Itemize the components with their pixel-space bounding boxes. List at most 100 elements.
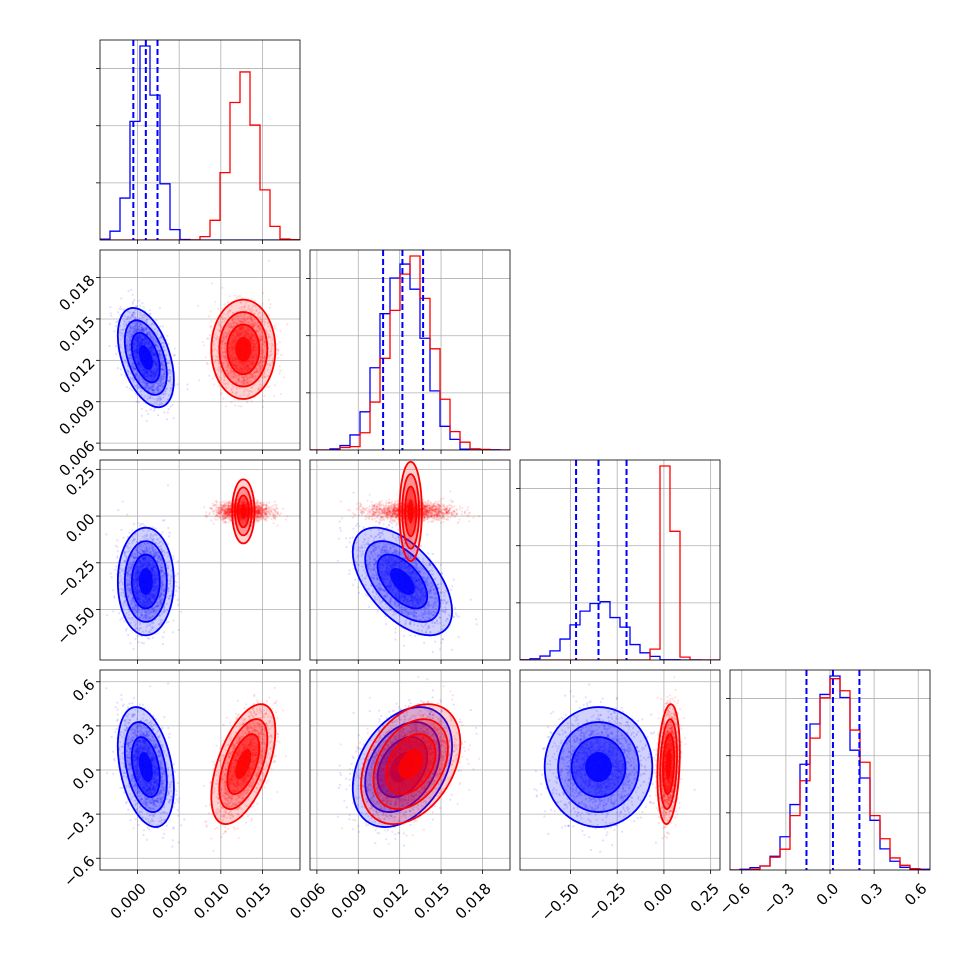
scatter-point: [240, 405, 243, 408]
scatter-point: [225, 332, 228, 335]
scatter-point: [258, 323, 261, 326]
scatter-point: [127, 369, 130, 373]
scatter-point: [165, 338, 168, 341]
scatter-point: [137, 378, 141, 381]
scatter-point: [148, 550, 152, 553]
scatter-point: [136, 551, 139, 555]
scatter-point: [158, 354, 161, 357]
scatter-point: [157, 382, 160, 385]
scatter-point: [155, 551, 158, 554]
scatter-point: [233, 324, 236, 327]
scatter-point: [138, 324, 141, 327]
scatter-point: [120, 528, 123, 532]
scatter-point: [126, 513, 129, 516]
scatter-point: [131, 376, 134, 379]
scatter-point: [239, 301, 242, 304]
scatter-point: [236, 295, 240, 298]
scatter-point: [140, 543, 143, 547]
scatter-point: [217, 366, 221, 369]
scatter-point: [142, 306, 145, 309]
scatter-point: [243, 312, 246, 316]
scatter-point: [231, 375, 234, 378]
scatter-point: [252, 323, 255, 326]
scatter-point: [129, 621, 132, 625]
scatter-point: [130, 542, 133, 545]
scatter-point: [127, 584, 130, 587]
scatter-point: [119, 567, 122, 570]
scatter-point: [216, 358, 219, 361]
scatter-point: [144, 385, 147, 388]
scatter-point: [230, 387, 233, 390]
scatter-point: [146, 384, 149, 387]
scatter-point: [237, 404, 240, 408]
scatter-point: [213, 336, 216, 339]
scatter-point: [126, 338, 129, 342]
scatter-point: [139, 304, 142, 307]
scatter-point: [113, 330, 116, 333]
scatter-point: [220, 346, 223, 349]
scatter-point: [163, 553, 166, 557]
scatter-point: [227, 322, 230, 325]
scatter-point: [228, 295, 231, 298]
scatter-point: [134, 324, 137, 327]
scatter-point: [135, 610, 138, 613]
scatter-point: [166, 411, 169, 414]
scatter-point: [247, 320, 250, 323]
scatter-point: [168, 535, 171, 538]
scatter-point: [140, 414, 143, 417]
panel-content: [100, 250, 300, 450]
scatter-point: [226, 300, 229, 304]
scatter-point: [222, 381, 225, 384]
scatter-point: [141, 522, 145, 525]
scatter-point: [143, 394, 146, 397]
scatter-point: [254, 324, 257, 327]
scatter-point: [122, 308, 126, 311]
scatter-point: [163, 375, 166, 378]
scatter-point: [273, 395, 276, 398]
scatter-point: [171, 403, 174, 407]
scatter-point: [251, 323, 254, 326]
scatter-point: [155, 402, 158, 405]
scatter-point: [232, 398, 236, 401]
scatter-point: [232, 312, 235, 315]
scatter-point: [118, 571, 121, 575]
scatter-point: [156, 349, 160, 352]
scatter-point: [129, 332, 132, 336]
scatter-point: [242, 379, 245, 382]
scatter-point: [160, 362, 163, 365]
scatter-point: [126, 572, 129, 576]
scatter-point: [176, 383, 179, 386]
scatter-point: [212, 355, 215, 358]
scatter-point: [153, 388, 156, 392]
scatter-point: [160, 544, 163, 547]
scatter-point: [210, 325, 213, 328]
scatter-point: [197, 304, 200, 307]
scatter-point: [140, 328, 143, 331]
scatter-point: [146, 549, 149, 552]
scatter-point: [229, 377, 232, 380]
scatter-point: [222, 313, 225, 316]
scatter-point: [155, 341, 158, 344]
scatter-point: [119, 346, 122, 349]
scatter-point: [253, 304, 256, 307]
scatter-point: [269, 350, 272, 353]
scatter-point: [224, 383, 227, 386]
scatter-point: [255, 309, 258, 312]
scatter-point: [237, 378, 240, 381]
scatter-point: [220, 342, 223, 345]
scatter-point: [148, 334, 151, 337]
scatter-point: [113, 595, 116, 598]
scatter-point: [142, 328, 145, 332]
scatter-point: [258, 329, 261, 332]
scatter-point: [234, 321, 237, 324]
scatter-point: [154, 541, 157, 545]
scatter-point: [257, 387, 260, 391]
scatter-point: [131, 540, 134, 543]
scatter-point: [256, 327, 259, 330]
scatter-point: [260, 356, 263, 359]
scatter-point: [278, 372, 281, 375]
scatter-point: [159, 381, 162, 384]
scatter-point: [133, 312, 136, 315]
scatter-point: [217, 321, 220, 324]
scatter-point: [140, 326, 143, 329]
